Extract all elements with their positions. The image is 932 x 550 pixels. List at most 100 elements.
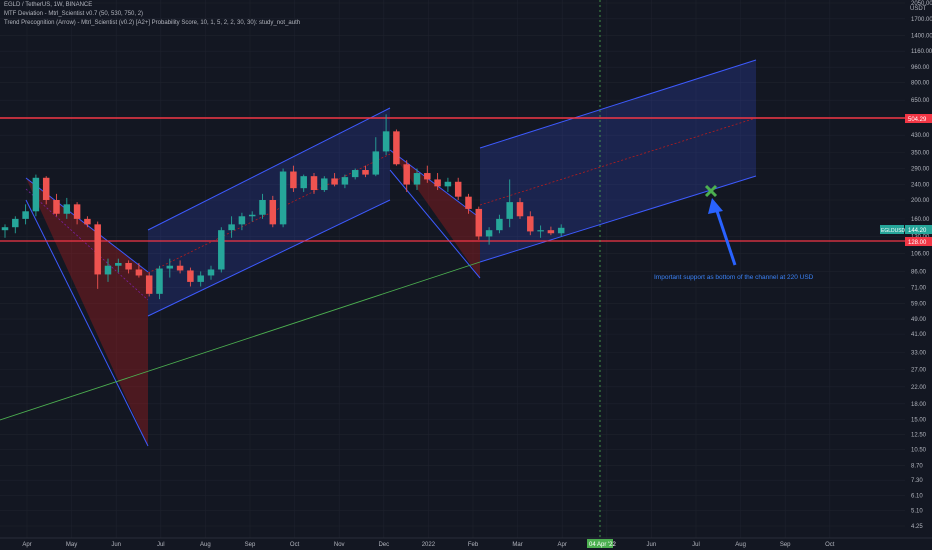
- candle: [248, 211, 256, 222]
- candle-body: [537, 230, 544, 232]
- y-tick-label: 4.25: [911, 524, 923, 530]
- candle: [527, 211, 534, 236]
- candle-body: [279, 171, 287, 225]
- arrow-icon: [708, 198, 737, 266]
- candle-body: [434, 179, 441, 187]
- candle: [32, 174, 40, 217]
- x-tick-label: Aug: [735, 542, 746, 548]
- candle-body: [393, 131, 400, 165]
- candle-body: [218, 230, 225, 270]
- candle: [485, 227, 493, 245]
- candle-body: [53, 199, 60, 214]
- candle: [516, 197, 524, 219]
- candle-body: [341, 177, 349, 185]
- candle: [351, 168, 359, 180]
- candle: [362, 165, 369, 178]
- y-tick-label: 430.00: [911, 133, 930, 139]
- indicator-label-1[interactable]: MTF Deviation - Mtrl_Scientist v0.7 (50,…: [4, 11, 144, 17]
- symbol-title[interactable]: EGLD / TetherUS, 1W, BINANCE: [4, 2, 93, 8]
- channel-1-fill: [26, 178, 148, 446]
- svg-text:128.00: 128.00: [908, 240, 927, 246]
- x-tick-label: 2022: [422, 542, 436, 548]
- candle: [279, 168, 287, 228]
- candle-body: [300, 176, 307, 189]
- candle-body: [187, 270, 194, 282]
- candle-body: [207, 269, 215, 276]
- candle-body: [424, 173, 431, 180]
- x-tick-label: Sep: [245, 542, 256, 548]
- candle-body: [228, 224, 235, 231]
- candle: [413, 168, 421, 191]
- y-tick-label: 800.00: [911, 81, 930, 87]
- candle: [228, 216, 235, 238]
- svg-text:04 Apr '22: 04 Apr '22: [589, 542, 616, 548]
- y-tick-label: 1400.00: [911, 33, 932, 39]
- x-tick-label: Dec: [378, 542, 389, 548]
- y-tick-label: 240.00: [911, 183, 930, 189]
- candle: [207, 265, 215, 280]
- candle-body: [176, 265, 184, 271]
- candle: [238, 212, 246, 231]
- candle-body: [1, 227, 9, 231]
- channel-3-fill: [390, 150, 480, 278]
- x-tick-label: Jun: [111, 542, 121, 548]
- candle-body: [269, 199, 277, 225]
- x-tick-label: Jul: [157, 542, 165, 548]
- price-axis[interactable]: 4.25 5.10 6.10 7.30 8.70 10.50 12.50 15.00 18.00…: [911, 1, 932, 530]
- candle-body: [465, 196, 472, 209]
- candle-body: [197, 275, 204, 282]
- y-tick-label: 1160.00: [911, 49, 932, 55]
- candle-body: [557, 227, 565, 234]
- candle-body: [372, 151, 380, 175]
- candle-body: [527, 216, 534, 232]
- candle: [73, 202, 81, 225]
- candle: [465, 193, 472, 214]
- candle-body: [156, 268, 163, 294]
- x-tick-label: Jun: [647, 542, 657, 548]
- candle-body: [115, 263, 122, 266]
- long-term-trendline: [0, 261, 481, 421]
- candle-body: [22, 211, 29, 219]
- candle: [341, 174, 349, 189]
- date-marker-tag: 04 Apr '22: [587, 539, 616, 548]
- candle: [557, 224, 565, 237]
- regression-channels: [25, 59, 757, 447]
- candle: [42, 176, 50, 205]
- candle-body: [444, 181, 452, 187]
- channel-2-lower: [147, 199, 391, 317]
- candle-body: [104, 265, 112, 275]
- price-tag-current: 144.20: [905, 225, 932, 234]
- candle: [156, 265, 163, 300]
- candle-body: [382, 131, 390, 152]
- candle-body: [259, 199, 266, 215]
- svg-text:504.29: 504.29: [908, 117, 927, 123]
- candle-body: [145, 275, 153, 294]
- candle-body: [547, 230, 555, 234]
- y-tick-label: 22.00: [911, 385, 927, 391]
- candle-body: [475, 208, 483, 237]
- candle: [269, 195, 277, 228]
- candle: [53, 193, 60, 217]
- channel-4-mid: [479, 117, 757, 206]
- x-tick-label: Nov: [334, 542, 345, 548]
- candle: [135, 263, 143, 278]
- candle: [424, 165, 431, 183]
- price-axis-panel: [905, 0, 932, 538]
- candle: [115, 258, 122, 273]
- candle-body: [32, 177, 40, 212]
- price-tag-lower: 128.00: [905, 237, 932, 246]
- candle-body: [73, 204, 81, 219]
- channel-2-fill: [148, 108, 390, 316]
- support-note: Important support as bottom of the chann…: [654, 274, 814, 281]
- candle: [434, 173, 441, 191]
- indicator-label-2[interactable]: Trend Precognition (Arrow) - Mtrl_Scient…: [4, 20, 301, 26]
- y-tick-label: 160.00: [911, 217, 930, 223]
- x-tick-label: Feb: [468, 542, 479, 548]
- x-tick-label: May: [66, 542, 77, 548]
- x-tick-label: Apr: [558, 542, 567, 548]
- y-tick-label: 59.00: [911, 301, 927, 307]
- candle-body: [84, 218, 91, 225]
- time-axis-panel: [0, 538, 932, 550]
- candle: [310, 173, 318, 194]
